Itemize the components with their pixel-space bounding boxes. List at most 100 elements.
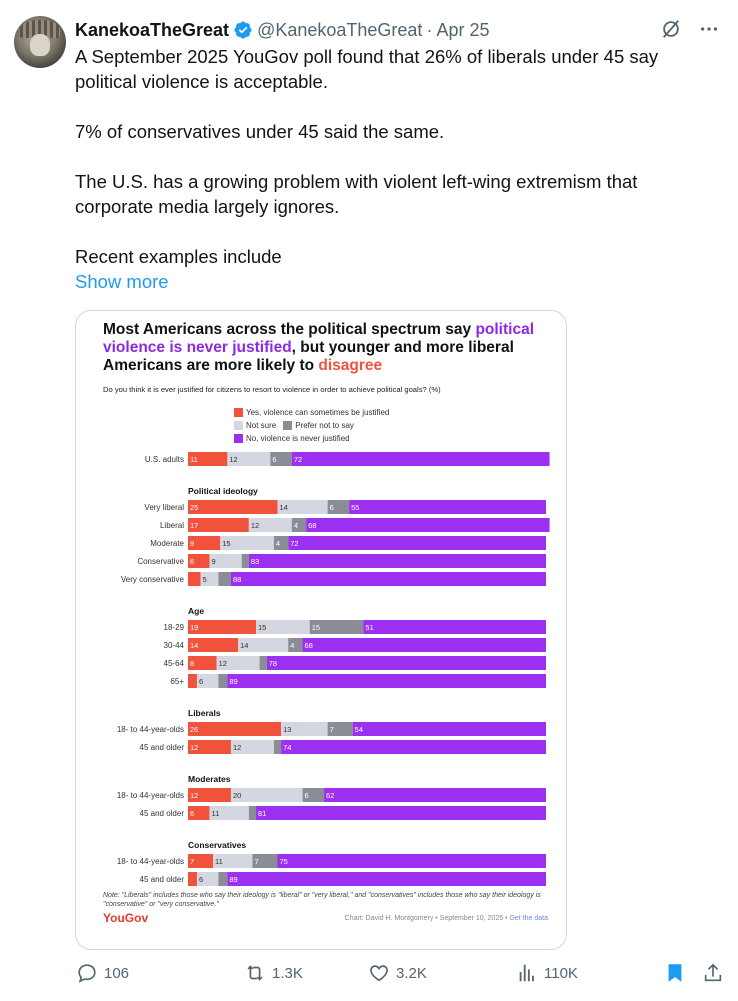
legend-swatch-notsure [234,421,243,430]
bar-segment [266,656,546,670]
reply-count: 106 [104,964,130,982]
bar-value-label: 88 [233,575,241,584]
bar-segment [230,788,303,802]
repost-icon [247,965,263,981]
legend-swatch-yes [234,408,243,417]
bar-value-label: 55 [351,503,359,512]
bar-value-label: 11 [211,809,219,818]
more-options-icon[interactable] [698,18,720,40]
bar-value-label: 9 [190,539,194,548]
row-label: 45 and older [140,875,185,884]
bar-value-label: 6 [190,557,194,566]
bar-segment [218,674,228,688]
bar-segment [188,518,249,532]
bar-value-label: 51 [365,623,373,632]
bar-segment [291,452,550,466]
chart-title: Most Americans across the political spec… [103,321,543,375]
tweet-paragraph-2: 7% of conservatives under 45 said the sa… [75,121,445,142]
bar-value-label: 83 [251,557,259,566]
bar-value-label: 4 [294,521,298,530]
get-data-link[interactable]: Get the data [509,915,548,922]
bar-value-label: 7 [190,857,194,866]
bar-value-label: 72 [294,455,302,464]
bar-value-label: 78 [269,659,277,668]
bar-segment [213,854,253,868]
bar-value-label: 25 [190,503,198,512]
bar-segment [218,572,231,586]
group-heading: Political ideology [188,486,258,496]
verified-badge-icon [233,20,253,40]
row-label: Very liberal [144,503,184,512]
chart-credit: Chart: David H. Montgomery • September 1… [345,915,548,922]
reply-button[interactable]: 106 [76,962,129,984]
separator-dot: · [426,19,433,40]
share-button[interactable] [702,962,724,984]
bar-segment [277,500,328,514]
views-count: 110K [544,964,578,982]
bar-value-label: 6 [330,503,334,512]
bar-segment [188,872,197,886]
bar-value-label: 62 [326,791,334,800]
bar-segment [188,554,210,568]
bar-segment [302,788,325,802]
bar-segment [248,806,257,820]
author-handle[interactable]: @KanekoaTheGreat [257,19,423,40]
author-name[interactable]: KanekoaTheGreat [75,19,230,40]
legend-item-notsure-prefer: Not sure Prefer not to say [234,419,389,432]
row-label: U.S. adults [145,455,184,464]
bar-segment [259,656,267,670]
views-button[interactable]: 110K [516,962,578,984]
legend-label-notsure: Not sure [246,421,277,430]
group-heading: Age [188,606,204,616]
tweet-date[interactable]: Apr 25 [436,19,490,40]
bar-segment [216,656,260,670]
bar-segment [220,536,274,550]
chart-title-red: disagree [318,357,383,374]
bar-segment [302,638,546,652]
bar-segment [241,554,249,568]
bar-segment [327,500,350,514]
top-actions [660,18,720,40]
grok-icon[interactable] [660,18,682,40]
bookmark-button[interactable] [664,962,686,984]
bar-segment [188,854,214,868]
chart-image[interactable]: Most Americans across the political spec… [75,310,567,950]
bar-segment [256,806,546,820]
group-heading: Liberals [188,708,221,718]
legend-item-yes: Yes, violence can sometimes be justified [234,406,389,419]
heart-icon [370,965,388,982]
chart-subtitle: Do you think it is ever justified for ci… [103,385,441,394]
tweet-text: A September 2025 YouGov poll found that … [75,44,705,294]
bar-segment [209,554,242,568]
bar-value-label: 54 [355,725,363,734]
bar-value-label: 13 [283,725,291,734]
legend-label-prefer: Prefer not to say [295,421,354,430]
avatar-mask [30,34,50,56]
bar-value-label: 15 [258,623,266,632]
bar-value-label: 15 [312,623,320,632]
avatar[interactable] [14,16,66,68]
bar-segment [188,722,282,736]
legend-label-no: No, violence is never justified [246,434,350,443]
like-button[interactable]: 3.2K [368,962,427,984]
tweet-paragraph-1: A September 2025 YouGov poll found that … [75,46,659,92]
bar-value-label: 12 [219,659,227,668]
bar-segment [306,518,550,532]
bar-value-label: 12 [190,791,198,800]
row-label: Conservative [137,557,184,566]
avatar-crest [20,20,60,38]
bar-segment [209,806,249,820]
bar-segment [227,452,271,466]
bar-segment [270,452,292,466]
bar-segment [288,536,546,550]
show-more-link[interactable]: Show more [75,271,169,292]
bar-segment [248,554,547,568]
like-count: 3.2K [396,964,427,982]
bar-value-label: 11 [190,455,198,464]
group-heading: Conservatives [188,840,246,850]
bar-value-label: 11 [215,857,223,866]
bar-value-label: 6 [190,809,194,818]
row-label: Very conservative [121,575,185,584]
repost-button[interactable]: 1.3K [244,962,303,984]
chart-title-part1: Most Americans across the political spec… [103,321,472,338]
